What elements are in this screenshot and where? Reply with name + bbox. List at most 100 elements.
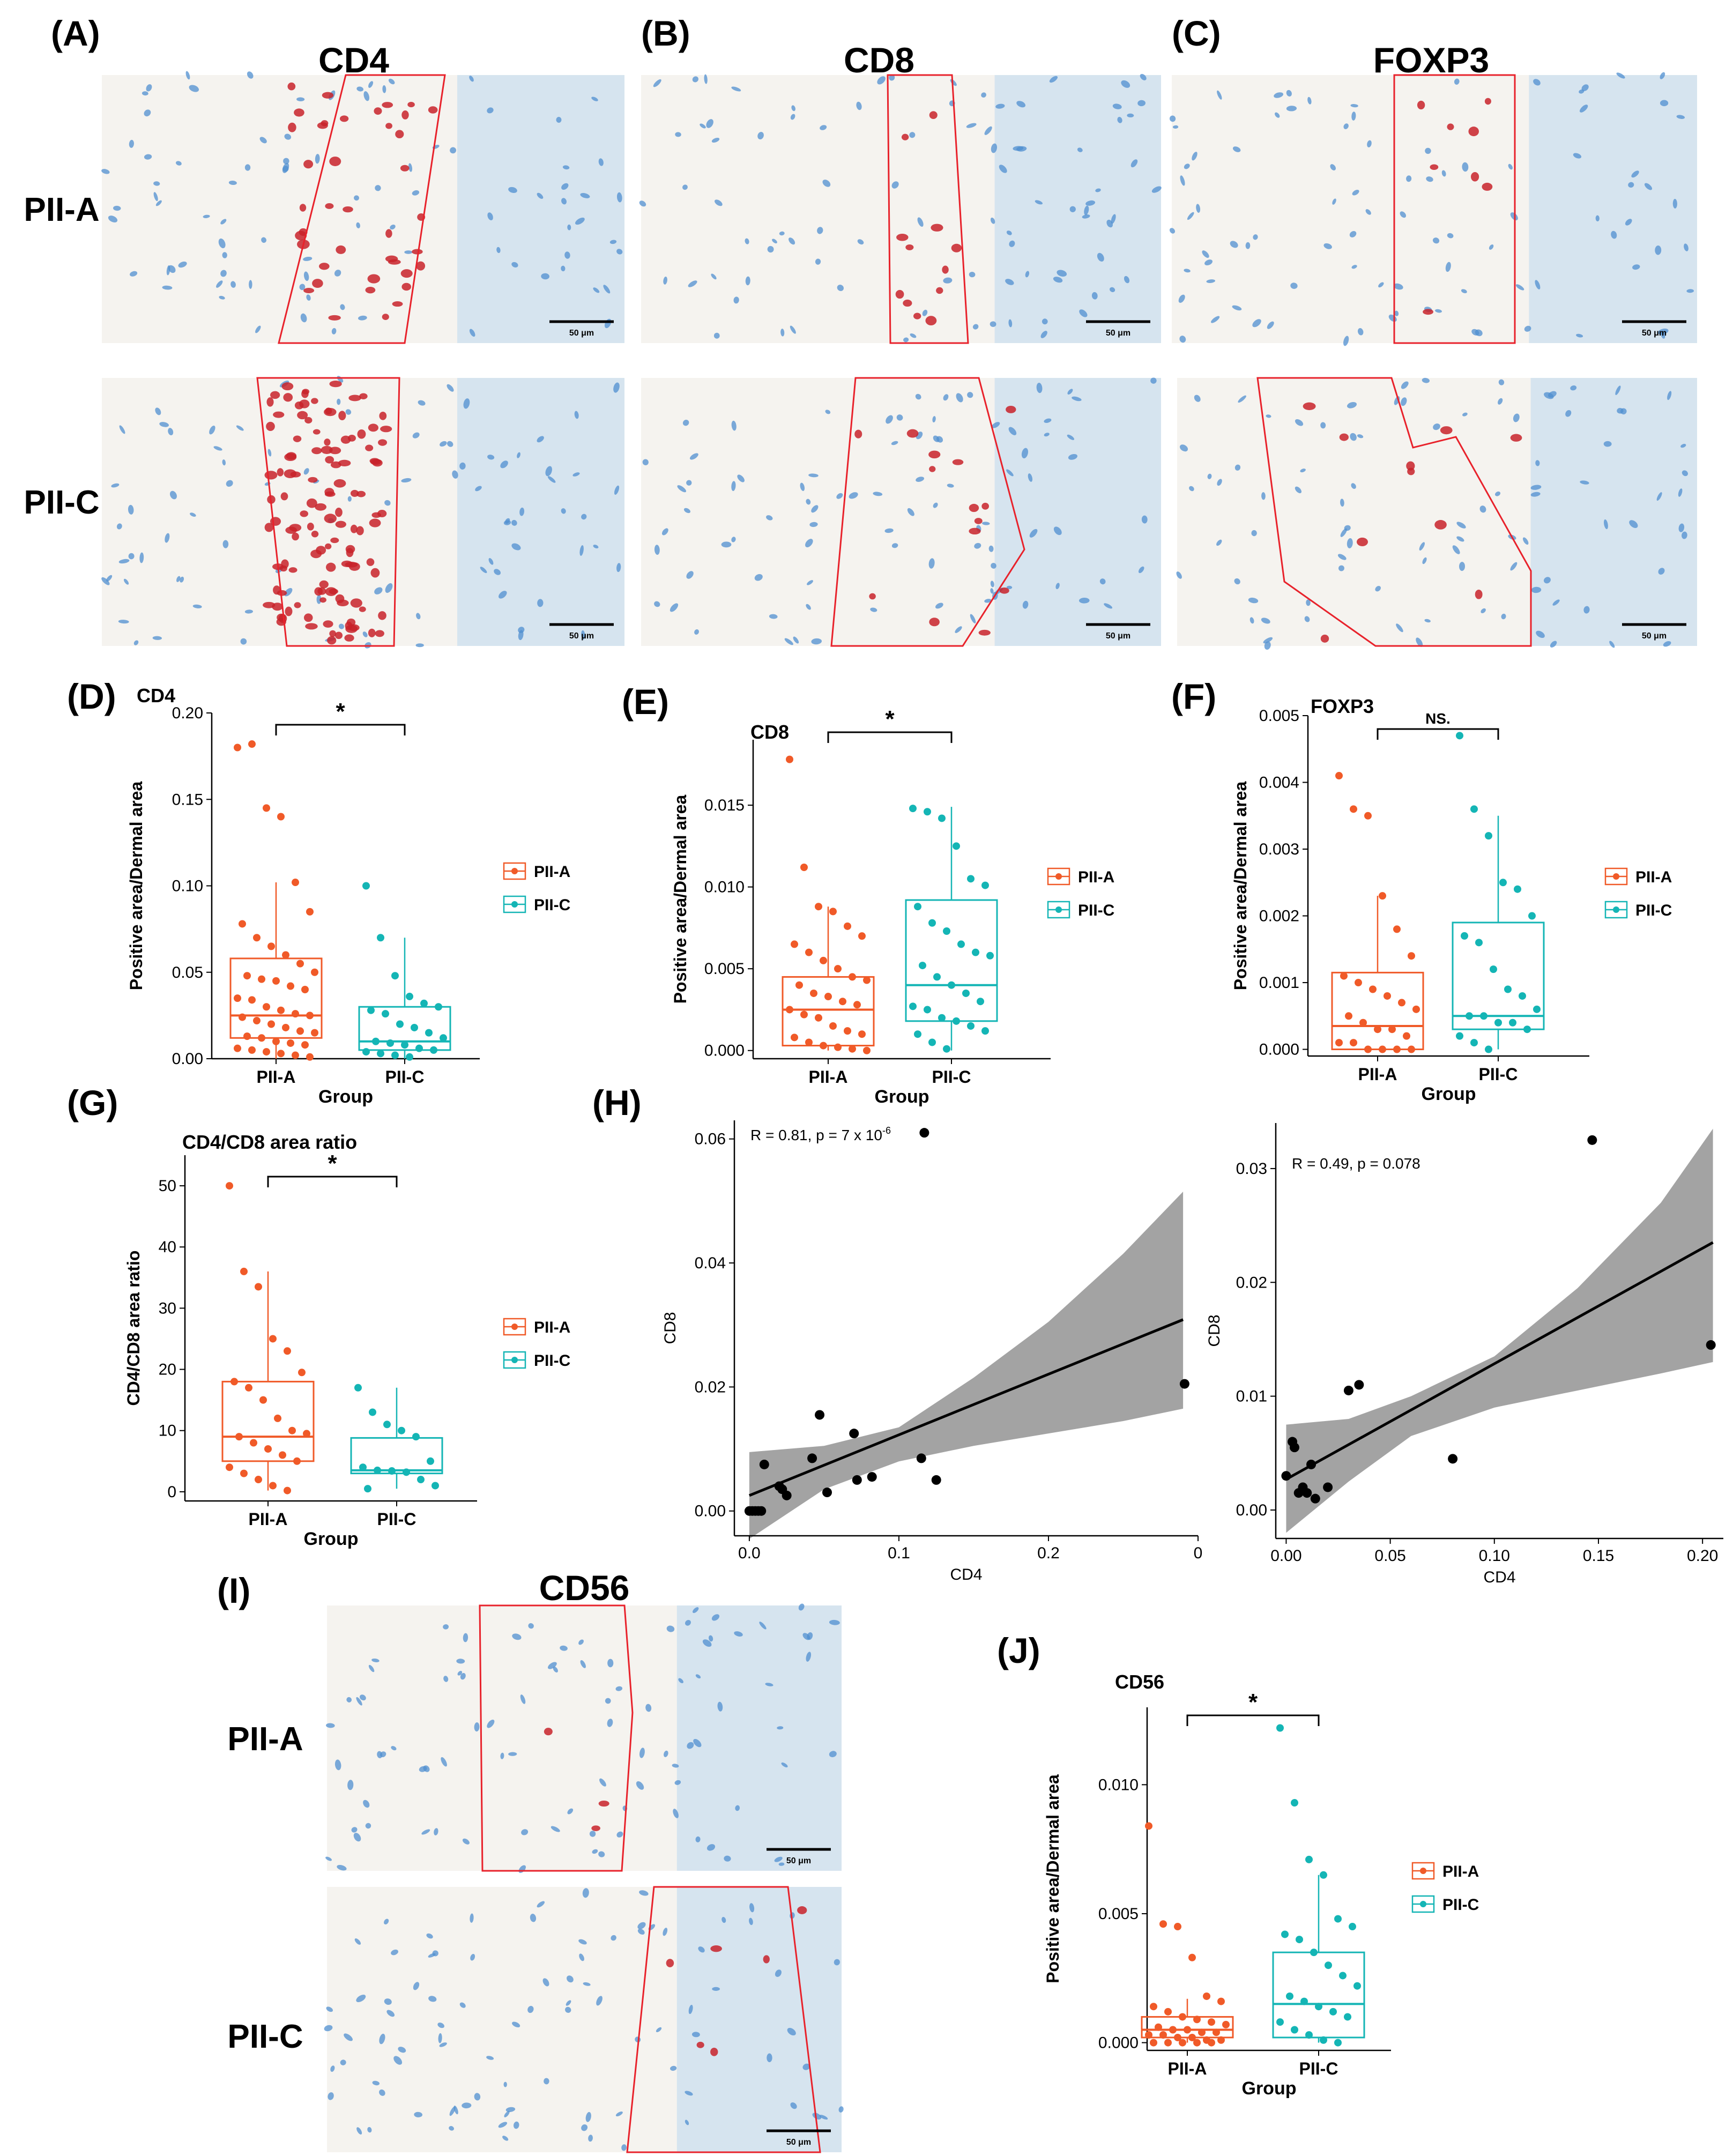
data-point xyxy=(245,1384,252,1392)
positive-cell xyxy=(277,590,287,596)
positive-cell xyxy=(370,568,380,578)
positive-cell xyxy=(1006,405,1016,413)
nucleus xyxy=(118,559,130,564)
scale-bar-label: 50 μm xyxy=(1106,631,1130,641)
box xyxy=(905,899,998,1022)
nucleus xyxy=(1275,112,1280,118)
row-label-pii-c: PII-C xyxy=(24,484,99,521)
positive-cell xyxy=(359,393,368,399)
nucleus xyxy=(175,161,182,166)
legend-label: PII-C xyxy=(534,896,570,914)
positive-cell xyxy=(936,287,943,294)
nucleus xyxy=(119,425,125,434)
nucleus xyxy=(347,1780,354,1790)
nucleus xyxy=(511,519,517,526)
nucleus xyxy=(678,1678,683,1684)
nucleus xyxy=(922,309,928,316)
data-point xyxy=(853,1001,861,1009)
nucleus xyxy=(1111,214,1116,224)
positive-cell xyxy=(329,157,341,166)
data-point xyxy=(953,1017,960,1025)
panel-letter-I: (I) xyxy=(217,1571,250,1610)
data-point xyxy=(957,940,965,948)
nucleus xyxy=(616,192,622,203)
x-axis-label: CD4 xyxy=(1483,1568,1515,1586)
nucleus xyxy=(809,522,818,527)
data-point xyxy=(243,1032,251,1040)
nucleus xyxy=(1234,578,1240,585)
y-tick-label: 0.000 xyxy=(704,1042,745,1060)
data-point xyxy=(839,998,846,1006)
nucleus xyxy=(1629,520,1638,529)
data-point xyxy=(829,1022,837,1030)
nucleus xyxy=(800,482,805,491)
nucleus xyxy=(990,321,996,327)
positive-cell xyxy=(338,411,346,421)
annotation-exponent: -6 xyxy=(882,1125,891,1136)
data-point xyxy=(948,981,955,989)
data-point xyxy=(1587,1135,1597,1145)
data-point xyxy=(967,1022,975,1030)
nucleus xyxy=(615,2111,623,2117)
data-point xyxy=(986,951,994,960)
data-point xyxy=(406,992,413,1000)
nucleus xyxy=(613,382,620,393)
data-point xyxy=(795,981,803,989)
data-point xyxy=(386,1039,394,1047)
nucleus xyxy=(1117,117,1122,123)
nucleus xyxy=(807,580,813,585)
data-point xyxy=(849,1429,859,1439)
nucleus xyxy=(588,2135,593,2142)
positive-cell xyxy=(1417,100,1425,110)
data-point xyxy=(756,1506,767,1516)
positive-cell xyxy=(1303,402,1316,411)
data-point xyxy=(858,1030,866,1038)
y-tick-label: 0.010 xyxy=(704,879,745,896)
chart-g: 0 10 20 30 40 50 PII-A PII-C Group CD4/CD8 area r… xyxy=(124,1131,570,1549)
nucleus xyxy=(340,304,345,310)
positive-cell xyxy=(294,108,304,117)
nucleus xyxy=(685,1620,691,1626)
positive-cell xyxy=(400,269,413,278)
positive-cell xyxy=(906,429,919,438)
nucleus xyxy=(421,1829,430,1835)
data-point xyxy=(288,1426,296,1434)
data-point xyxy=(791,940,798,948)
data-point xyxy=(1291,1799,1298,1807)
significance-bracket xyxy=(827,731,953,743)
positive-cell xyxy=(321,120,329,127)
nucleus xyxy=(982,522,990,525)
positive-cell xyxy=(1320,634,1329,643)
data-point xyxy=(1379,1045,1386,1053)
data-point xyxy=(1528,912,1536,920)
nucleus xyxy=(384,1998,392,2005)
data-point xyxy=(1340,972,1348,980)
positive-cell xyxy=(325,203,334,209)
nucleus xyxy=(1286,106,1297,111)
y-tick-label: 40 xyxy=(159,1238,176,1256)
positive-cell xyxy=(288,567,297,573)
nucleus xyxy=(412,190,420,196)
data-point xyxy=(354,1384,362,1392)
nucleus xyxy=(356,222,360,228)
nucleus xyxy=(966,123,977,128)
nucleus xyxy=(616,1831,623,1838)
data-point xyxy=(401,1041,408,1049)
data-point xyxy=(1334,1915,1342,1923)
x-tick-label: PII-C xyxy=(1479,1065,1518,1084)
nucleus xyxy=(303,256,313,261)
nucleus xyxy=(1112,103,1122,109)
nucleus xyxy=(553,1666,558,1672)
data-point xyxy=(415,1044,423,1052)
nucleus xyxy=(374,587,383,594)
y-tick-label: 0.03 xyxy=(1236,1160,1267,1178)
y-tick-label: 0.05 xyxy=(172,964,203,982)
data-point xyxy=(301,1041,309,1049)
nucleus xyxy=(666,1625,675,1632)
nucleus xyxy=(561,265,566,272)
nucleus xyxy=(1462,412,1468,417)
nucleus xyxy=(581,630,585,640)
nucleus xyxy=(1057,270,1067,277)
positive-cell xyxy=(277,468,284,477)
nucleus xyxy=(463,1633,468,1642)
